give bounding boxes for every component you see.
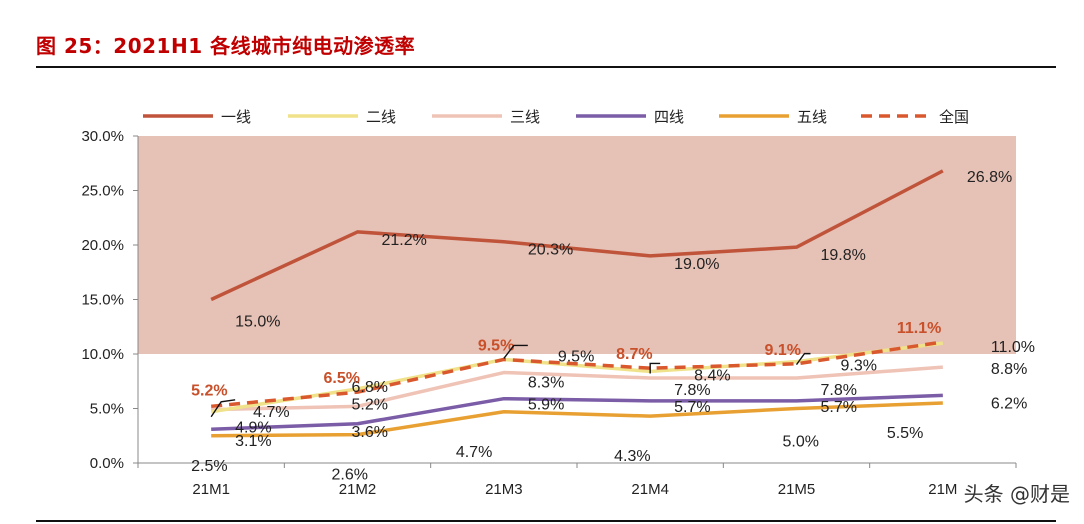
x-tick-label: 21M [928, 481, 957, 498]
data-label-s3: 8.8% [991, 361, 1027, 378]
data-label-s4: 5.7% [821, 399, 857, 416]
data-label-s6: 5.2% [191, 382, 227, 399]
data-label-s5: 2.6% [332, 467, 368, 484]
watermark: 头条 @财是 [963, 482, 1070, 506]
legend-label: 三线 [510, 108, 540, 126]
data-label-s6: 6.5% [324, 370, 360, 387]
data-label-s2: 11.0% [991, 339, 1035, 356]
data-label-s3: 4.9% [235, 420, 271, 437]
data-label-s5: 2.5% [191, 458, 227, 475]
leader-line [649, 362, 661, 374]
y-tick-label: 5.0% [90, 401, 124, 418]
legend-label: 四线 [654, 108, 684, 126]
data-label-s1: 15.0% [235, 314, 280, 331]
data-label-s2: 6.8% [352, 379, 388, 396]
leader-line [210, 399, 236, 418]
y-tick-label: 15.0% [81, 292, 124, 309]
x-tick-label: 21M3 [485, 481, 523, 498]
data-label-s4: 3.6% [352, 424, 388, 441]
data-label-s2: 4.7% [253, 404, 289, 421]
data-label-s3: 7.8% [674, 382, 710, 399]
data-label-s3: 5.2% [352, 396, 388, 413]
x-tick-label: 21M5 [778, 481, 816, 498]
data-label-s2: 9.5% [558, 348, 594, 365]
data-label-s1: 26.8% [967, 169, 1012, 186]
y-tick-label: 0.0% [90, 455, 124, 472]
y-tick-label: 20.0% [81, 237, 124, 254]
x-tick-label: 21M2 [339, 481, 377, 498]
top-rule [36, 66, 1056, 68]
bottom-rule [36, 520, 1056, 522]
shaded-band [138, 136, 1016, 354]
series-line-4 [211, 393, 943, 431]
data-label-s1: 19.0% [674, 256, 719, 273]
data-label-s6: 9.5% [478, 337, 514, 354]
data-label-s3: 7.8% [821, 382, 857, 399]
y-tick-label: 10.0% [81, 346, 124, 363]
data-label-s1: 20.3% [528, 242, 573, 259]
data-label-s4: 6.2% [991, 395, 1027, 412]
series-line-5 [211, 401, 943, 438]
data-label-s5: 5.5% [887, 425, 923, 442]
data-label-s5: 5.0% [783, 434, 819, 451]
figure-title: 图 25：2021H1 各线城市纯电动渗透率 [36, 34, 416, 58]
x-tick-label: 21M1 [192, 481, 230, 498]
data-label-s5: 4.3% [614, 448, 650, 465]
y-tick-label: 25.0% [81, 183, 124, 200]
leader-line [503, 344, 528, 359]
y-tick-label: 30.0% [81, 128, 124, 145]
legend-label: 一线 [221, 108, 251, 126]
data-label-s4: 3.1% [235, 433, 271, 450]
data-label-s2: 8.4% [694, 367, 730, 384]
series-line-6 [210, 340, 944, 409]
data-label-s6: 9.1% [765, 342, 801, 359]
leader-line [795, 352, 811, 366]
data-label-s4: 5.9% [528, 397, 564, 414]
data-label-s6: 11.1% [897, 320, 941, 337]
data-label-s1: 21.2% [382, 232, 427, 249]
series-line-3 [211, 365, 943, 412]
legend-label: 五线 [797, 108, 827, 126]
legend-label: 全国 [939, 108, 969, 126]
data-label-s1: 19.8% [821, 247, 866, 264]
x-tick-label: 21M4 [631, 481, 669, 498]
series-line-1 [210, 169, 944, 302]
data-label-s6: 8.7% [616, 346, 652, 363]
data-label-s5: 4.7% [456, 444, 492, 461]
data-label-s3: 8.3% [528, 375, 564, 392]
legend-label: 二线 [366, 108, 396, 126]
data-label-s2: 9.3% [841, 358, 877, 375]
data-label-s4: 5.7% [674, 399, 710, 416]
